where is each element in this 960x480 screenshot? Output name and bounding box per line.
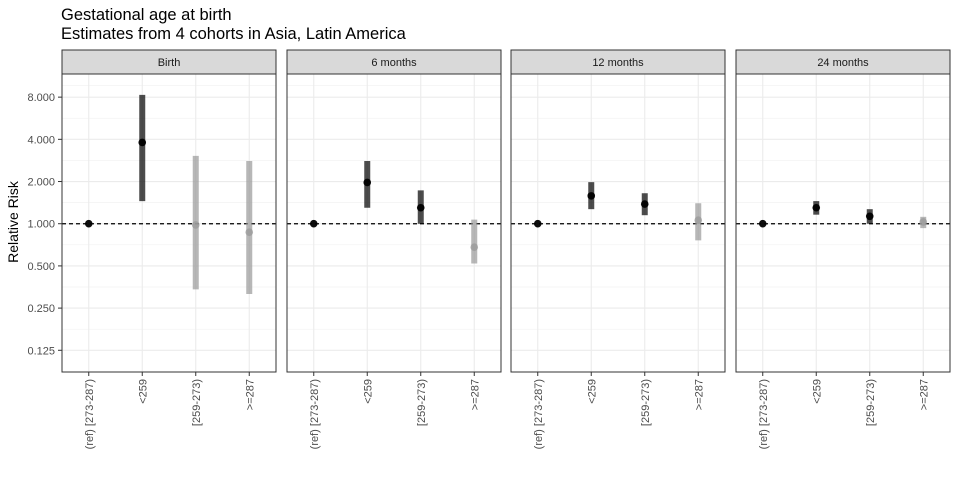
x-tick-label: [259-273) [191,379,203,426]
panel-background [287,74,501,372]
estimate-point [363,178,372,187]
x-tick-label: <259 [362,379,374,404]
panels: Birth(ref) [273-287) <259 [259-273) >=2876 … [61,49,951,449]
x-tick-label: <259 [586,379,598,404]
x-tick-label: <259 [811,379,823,404]
y-tick-label: 1.000 [27,219,55,231]
x-tick-label: (ref) [273-287) [309,379,321,449]
estimate-point [245,228,254,236]
x-tick-label: >=287 [469,379,481,410]
panel-background [736,74,950,372]
y-tick-label: 0.125 [27,345,55,357]
x-tick-label: (ref) [273-287) [533,379,545,449]
strip-header [61,49,277,75]
strip-label: 24 months [817,57,869,69]
strip-label: 6 months [371,57,417,69]
panel-background [511,74,725,372]
estimate-point [919,218,928,226]
x-tick-label: >=287 [693,379,705,410]
strip-label: 12 months [592,57,644,69]
x-tick-label: >=287 [918,379,930,410]
chart-title: Gestational age at birth [61,6,232,24]
estimate-point [309,219,318,228]
estimate-point [84,219,93,228]
y-tick-label: 0.250 [27,303,55,315]
estimate-point [758,219,767,228]
y-axis: 0.125 0.250 0.500 1.000 2.000 4.000 8.000 [27,92,62,357]
y-axis-title: Relative Risk [5,180,21,263]
estimate-point [640,200,649,208]
x-tick-label: [259-273) [640,379,652,426]
estimate-point [812,203,821,212]
x-tick-label: (ref) [273-287) [84,379,96,449]
panel: 6 months (ref) [273-287) <259 [259-273) >=28… [286,49,502,449]
y-tick-label: 8.000 [27,92,55,104]
estimate-point [138,138,147,147]
panel-background [62,74,276,372]
strip-label: Birth [158,57,181,69]
panel: 24 months (ref) [273-287) <259 [259-273) >=2… [735,49,951,449]
y-tick-label: 0.500 [27,261,55,273]
strip-header [286,49,502,75]
estimate-point [587,192,596,200]
estimate-point [694,216,703,224]
x-tick-label: [259-273) [865,379,877,426]
x-tick-label: >=287 [244,379,256,410]
estimate-point [865,212,874,221]
estimate-point [470,243,479,251]
x-tick-label: (ref) [273-287) [758,379,770,449]
x-tick-label: <259 [137,379,149,404]
strip-header [510,49,726,75]
strip-header [735,49,951,75]
estimate-point [191,221,200,229]
y-tick-label: 4.000 [27,134,55,146]
panel: Birth (ref) [273-287) <259 [259-273) >=287 [61,49,277,449]
x-tick-label: [259-273) [416,379,428,426]
chart-subtitle: Estimates from 4 cohorts in Asia, Latin … [61,25,406,43]
estimate-point [533,219,542,228]
panel: 12 months (ref) [273-287) <259 [259-273) >=2… [510,49,726,449]
y-tick-label: 2.000 [27,177,55,189]
estimate-point [416,203,425,212]
